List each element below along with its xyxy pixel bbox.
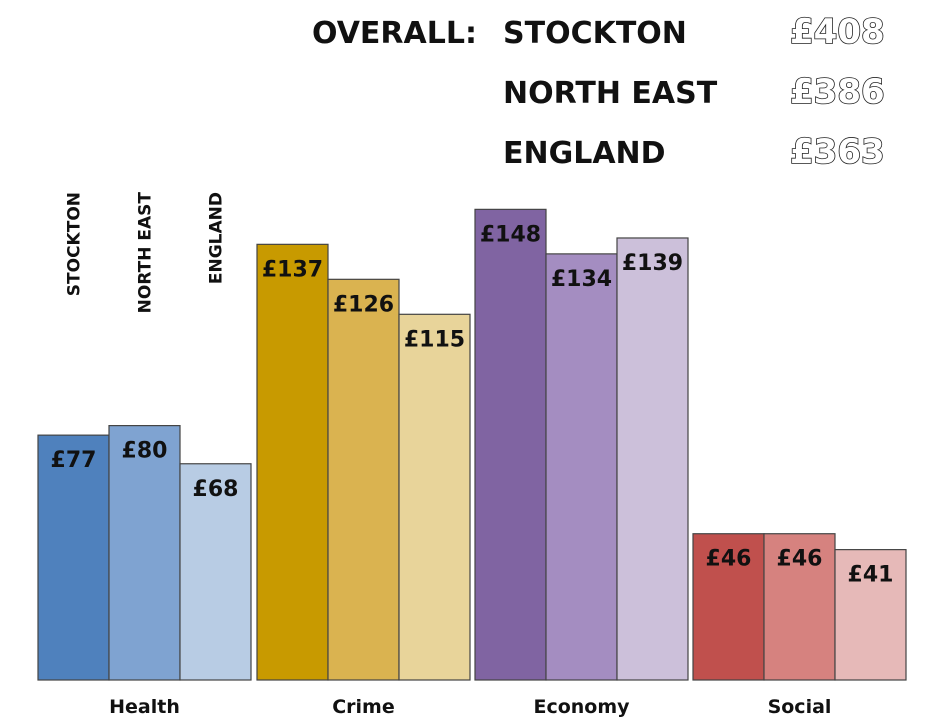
category-label-health: Health — [109, 696, 180, 718]
bar-health-england — [179, 463, 252, 681]
value-label-economy-stockton: £148 — [480, 222, 541, 247]
value-label-social-england: £41 — [848, 563, 894, 588]
bar-social-north-east — [763, 533, 836, 681]
value-label-crime-stockton: £137 — [262, 257, 323, 282]
value-label-social-north-east: £46 — [777, 547, 823, 572]
bar-health-north-east — [108, 425, 181, 681]
value-label-economy-england: £139 — [622, 251, 683, 276]
category-label-economy: Economy — [533, 696, 630, 718]
bar-crime-stockton — [256, 243, 329, 681]
overall-name-north-east: NORTH EAST — [503, 76, 718, 111]
category-label-crime: Crime — [332, 696, 395, 718]
overall-value-england: £363 — [790, 132, 885, 172]
labels-layer: £77 £80 £68 Health £137 £126 £115 Crime £148 £134… — [51, 192, 894, 718]
bar-economy-north-east — [545, 253, 618, 681]
bar-social-stockton — [692, 533, 765, 681]
value-label-health-north-east: £80 — [122, 439, 168, 464]
bar-crime-north-east — [327, 278, 400, 681]
overall-name-england: ENGLAND — [503, 136, 666, 171]
category-label-social: Social — [768, 696, 832, 718]
bar-health-stockton — [37, 434, 110, 681]
overall-name-stockton: STOCKTON — [503, 16, 687, 51]
bar-crime-england — [398, 313, 471, 681]
value-label-crime-north-east: £126 — [333, 292, 394, 317]
overall-value-stockton: £408 — [790, 12, 885, 52]
value-label-health-stockton: £77 — [51, 448, 97, 473]
bar-economy-england — [616, 237, 689, 681]
bars-layer — [37, 208, 907, 681]
value-label-health-england: £68 — [193, 477, 239, 502]
value-label-social-stockton: £46 — [706, 547, 752, 572]
value-label-crime-england: £115 — [404, 327, 465, 352]
series-label-north-east: NORTH EAST — [136, 192, 156, 314]
overall-value-north-east: £386 — [790, 72, 885, 112]
series-label-stockton: STOCKTON — [65, 192, 85, 296]
overall-prefix: OVERALL: — [312, 16, 477, 51]
overall-summary: OVERALL: STOCKTON £408 NORTH EAST £386 E… — [312, 11, 885, 173]
bar-economy-stockton — [474, 208, 547, 681]
value-label-economy-north-east: £134 — [551, 267, 612, 292]
series-label-england: ENGLAND — [207, 192, 227, 284]
bar-social-england — [834, 549, 907, 681]
